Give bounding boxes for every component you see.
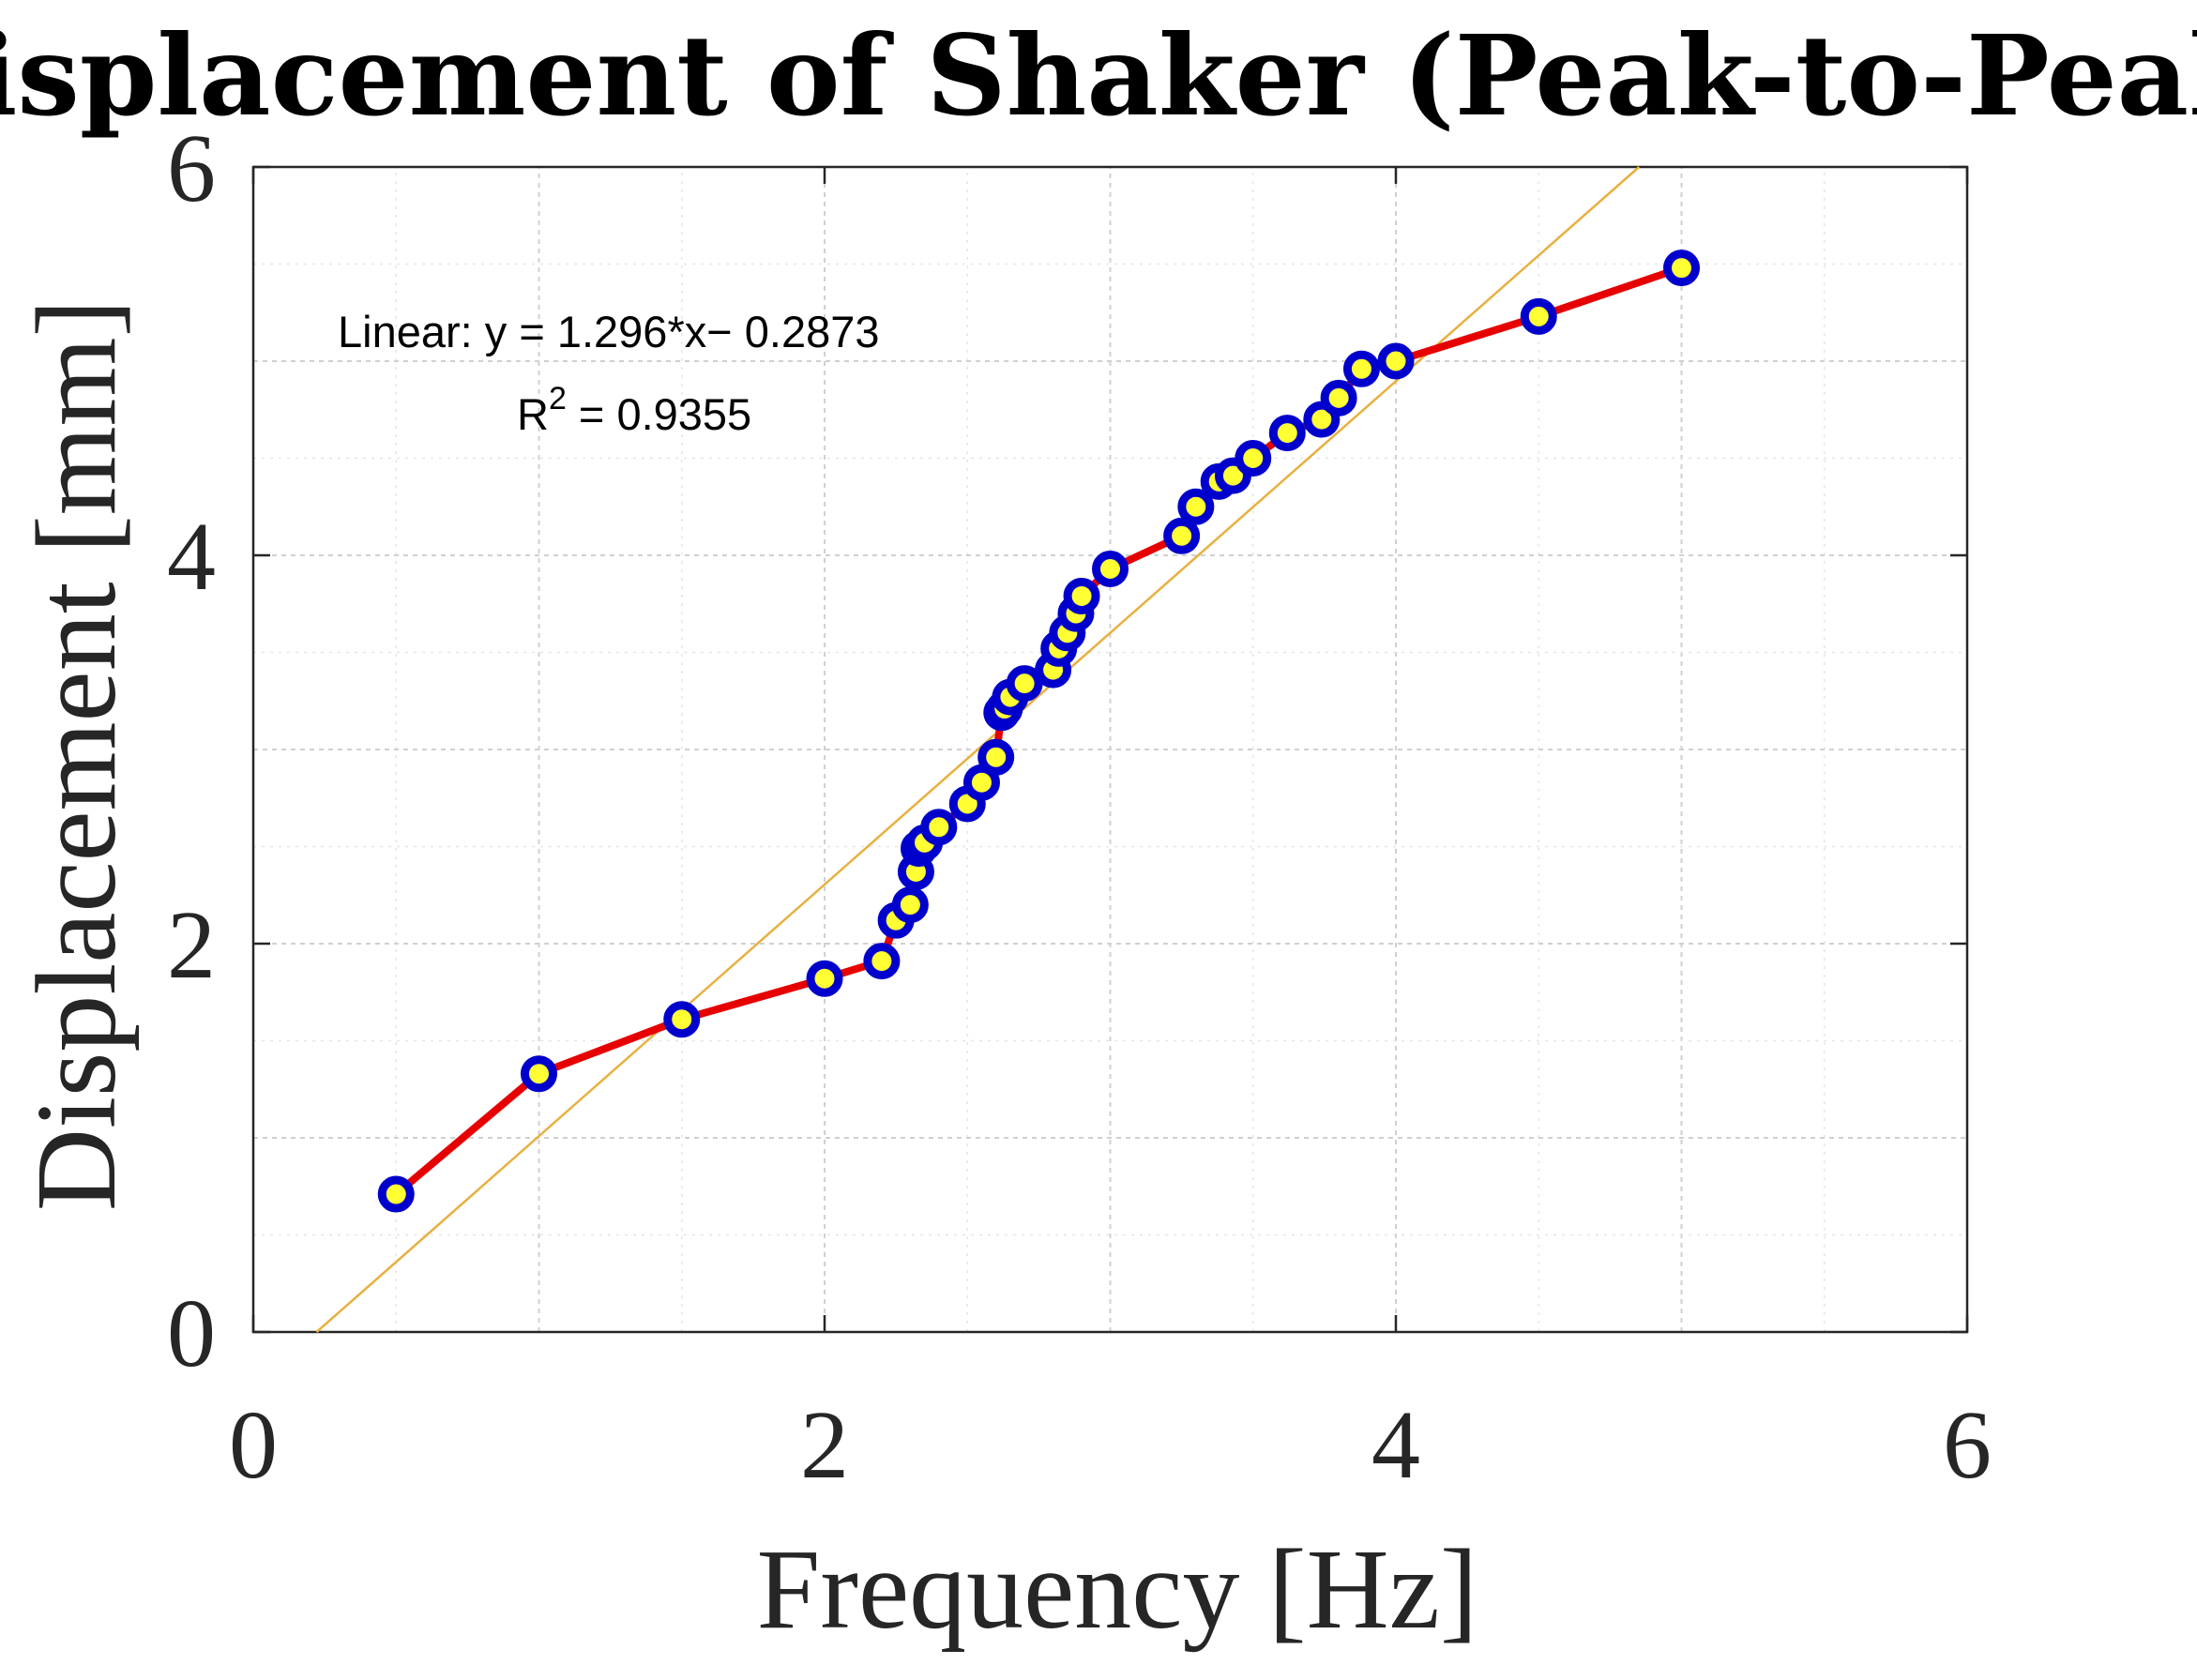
data-point: [377, 1175, 415, 1213]
fit-layer: [315, 166, 1641, 1333]
x-tick-label: 2: [800, 1391, 849, 1499]
y-tick-label: 2: [167, 891, 216, 999]
data-point: [1235, 440, 1272, 477]
data-point: [1520, 297, 1557, 335]
r-squared-value: = 0.9355: [567, 389, 751, 439]
data-point: [1342, 350, 1380, 387]
fit-equation-annotation: Linear: y = 1.296*x− 0.2873: [338, 307, 880, 356]
x-tick-label: 6: [1943, 1391, 1992, 1499]
data-point: [1377, 342, 1415, 380]
data-point: [1063, 577, 1100, 614]
data-point: [1177, 488, 1215, 525]
axes-layer: [251, 165, 1969, 1334]
grid-layer: [253, 167, 1967, 1332]
linear-fit-line: [315, 166, 1641, 1333]
chart-title: Displacement of Shaker (Peak-to-Peak): [0, 10, 2197, 141]
data-point: [1006, 665, 1043, 703]
data-point: [1320, 379, 1357, 416]
r-squared-prefix: R: [517, 389, 549, 439]
data-point: [977, 738, 1015, 776]
data-point: [663, 1001, 701, 1038]
x-tick-label: 4: [1371, 1391, 1420, 1499]
points-layer: [377, 250, 1700, 1213]
tick-labels-layer: 0 2 4 6 0 2 4 6: [167, 114, 1992, 1499]
y-tick-label: 4: [167, 503, 216, 611]
data-point: [1663, 250, 1700, 287]
data-point: [891, 886, 929, 924]
y-axis-label: Displacement [mm]: [13, 299, 140, 1211]
data-point: [1268, 415, 1306, 452]
r-squared-exponent: 2: [549, 381, 567, 416]
y-tick-label: 6: [167, 114, 216, 222]
data-point: [806, 960, 843, 997]
data-point: [521, 1055, 557, 1093]
data-point: [863, 943, 901, 980]
data-point: [1163, 517, 1201, 554]
r-squared-annotation: R2 = 0.9355: [517, 381, 751, 439]
x-tick-label: 0: [229, 1391, 278, 1499]
axes-box: [251, 165, 1969, 1334]
y-tick-label: 0: [167, 1279, 216, 1387]
data-point: [920, 809, 958, 846]
data-point: [1092, 550, 1129, 587]
x-axis-label: Frequency [Hz]: [757, 1526, 1478, 1653]
